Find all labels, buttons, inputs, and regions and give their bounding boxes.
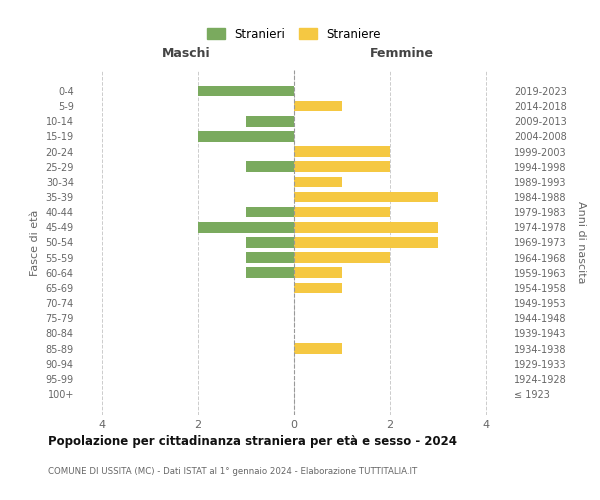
Bar <box>198 86 294 96</box>
Bar <box>294 162 390 172</box>
Bar <box>294 176 342 187</box>
Bar <box>198 222 294 232</box>
Bar <box>294 146 390 157</box>
Bar <box>294 222 438 232</box>
Bar <box>246 162 294 172</box>
Bar <box>294 268 342 278</box>
Bar <box>246 268 294 278</box>
Bar <box>294 282 342 294</box>
Bar <box>294 252 390 263</box>
Bar <box>294 344 342 354</box>
Text: COMUNE DI USSITA (MC) - Dati ISTAT al 1° gennaio 2024 - Elaborazione TUTTITALIA.: COMUNE DI USSITA (MC) - Dati ISTAT al 1°… <box>48 468 417 476</box>
Bar <box>294 192 438 202</box>
Bar <box>246 237 294 248</box>
Text: Femmine: Femmine <box>370 46 434 60</box>
Bar <box>246 252 294 263</box>
Y-axis label: Anni di nascita: Anni di nascita <box>577 201 586 284</box>
Bar <box>246 207 294 218</box>
Bar <box>294 237 438 248</box>
Text: Popolazione per cittadinanza straniera per età e sesso - 2024: Popolazione per cittadinanza straniera p… <box>48 435 457 448</box>
Bar <box>246 116 294 126</box>
Y-axis label: Fasce di età: Fasce di età <box>30 210 40 276</box>
Legend: Stranieri, Straniere: Stranieri, Straniere <box>203 24 385 44</box>
Bar <box>294 101 342 112</box>
Bar <box>294 207 390 218</box>
Bar <box>198 131 294 141</box>
Text: Maschi: Maschi <box>161 46 211 60</box>
